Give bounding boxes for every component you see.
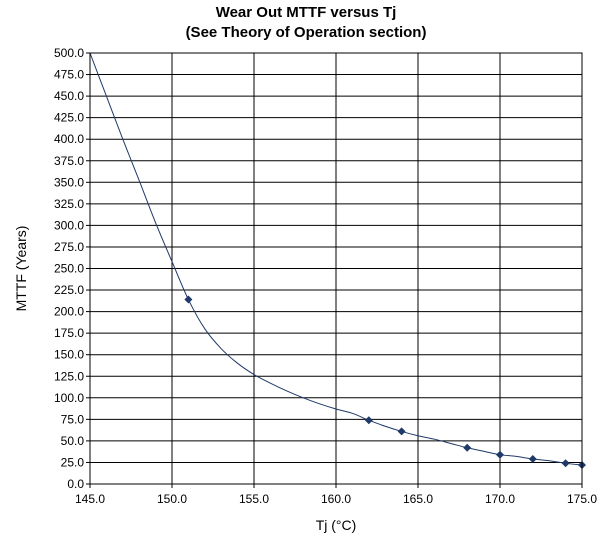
y-tick-label: 400.0	[54, 132, 84, 146]
y-tick-label: 75.0	[61, 412, 85, 426]
x-tick-label: 175.0	[567, 492, 597, 506]
y-tick-label: 275.0	[54, 240, 84, 254]
y-tick-label: 125.0	[54, 369, 84, 383]
y-tick-label: 0.0	[67, 477, 84, 491]
data-point-marker	[397, 427, 406, 436]
plot-frame	[89, 52, 583, 485]
chart-title: Wear Out MTTF versus Tj	[215, 4, 397, 21]
y-tick-label: 375.0	[54, 154, 84, 168]
y-tick-label: 450.0	[54, 89, 84, 103]
y-tick-label: 25.0	[61, 455, 85, 469]
y-tick-label: 325.0	[54, 197, 84, 211]
y-tick-label: 425.0	[54, 111, 84, 125]
x-tick-label: 150.0	[157, 492, 187, 506]
x-tick-label: 170.0	[485, 492, 515, 506]
y-tick-label: 250.0	[54, 262, 84, 276]
y-tick-label: 350.0	[54, 175, 84, 189]
data-point-marker	[364, 416, 373, 425]
x-tick-labels: 145.0 150.0 155.0 160.0 165.0 170.0 175.0	[75, 492, 597, 506]
data-point-marker	[561, 459, 570, 468]
data-point-marker	[528, 455, 537, 464]
data-point-marker	[463, 443, 472, 452]
y-tick-label: 175.0	[54, 326, 84, 340]
y-tick-label: 225.0	[54, 283, 84, 297]
x-tick-label: 155.0	[239, 492, 269, 506]
grid-lines	[86, 52, 583, 488]
y-tick-label: 100.0	[54, 391, 84, 405]
y-tick-label: 150.0	[54, 348, 84, 362]
data-point-marker	[496, 450, 504, 459]
y-tick-label: 475.0	[54, 68, 84, 82]
data-point-marker	[184, 295, 193, 304]
x-tick-label: 145.0	[75, 492, 105, 506]
y-tick-label: 300.0	[54, 218, 84, 232]
y-tick-labels: 0.0 25.0 50.0 75.0 100.0 125.0 150.0 175.0 200.0…	[54, 46, 84, 491]
series-markers	[184, 295, 586, 470]
y-tick-label: 200.0	[54, 305, 84, 319]
x-tick-label: 160.0	[321, 492, 351, 506]
y-tick-label: 50.0	[61, 434, 85, 448]
y-tick-label: 500.0	[54, 46, 84, 60]
y-axis-label: MTTF (Years)	[13, 226, 29, 312]
chart-subtitle: (See Theory of Operation section)	[185, 24, 427, 41]
x-axis-label: Tj (°C)	[316, 517, 357, 533]
x-tick-label: 165.0	[403, 492, 433, 506]
